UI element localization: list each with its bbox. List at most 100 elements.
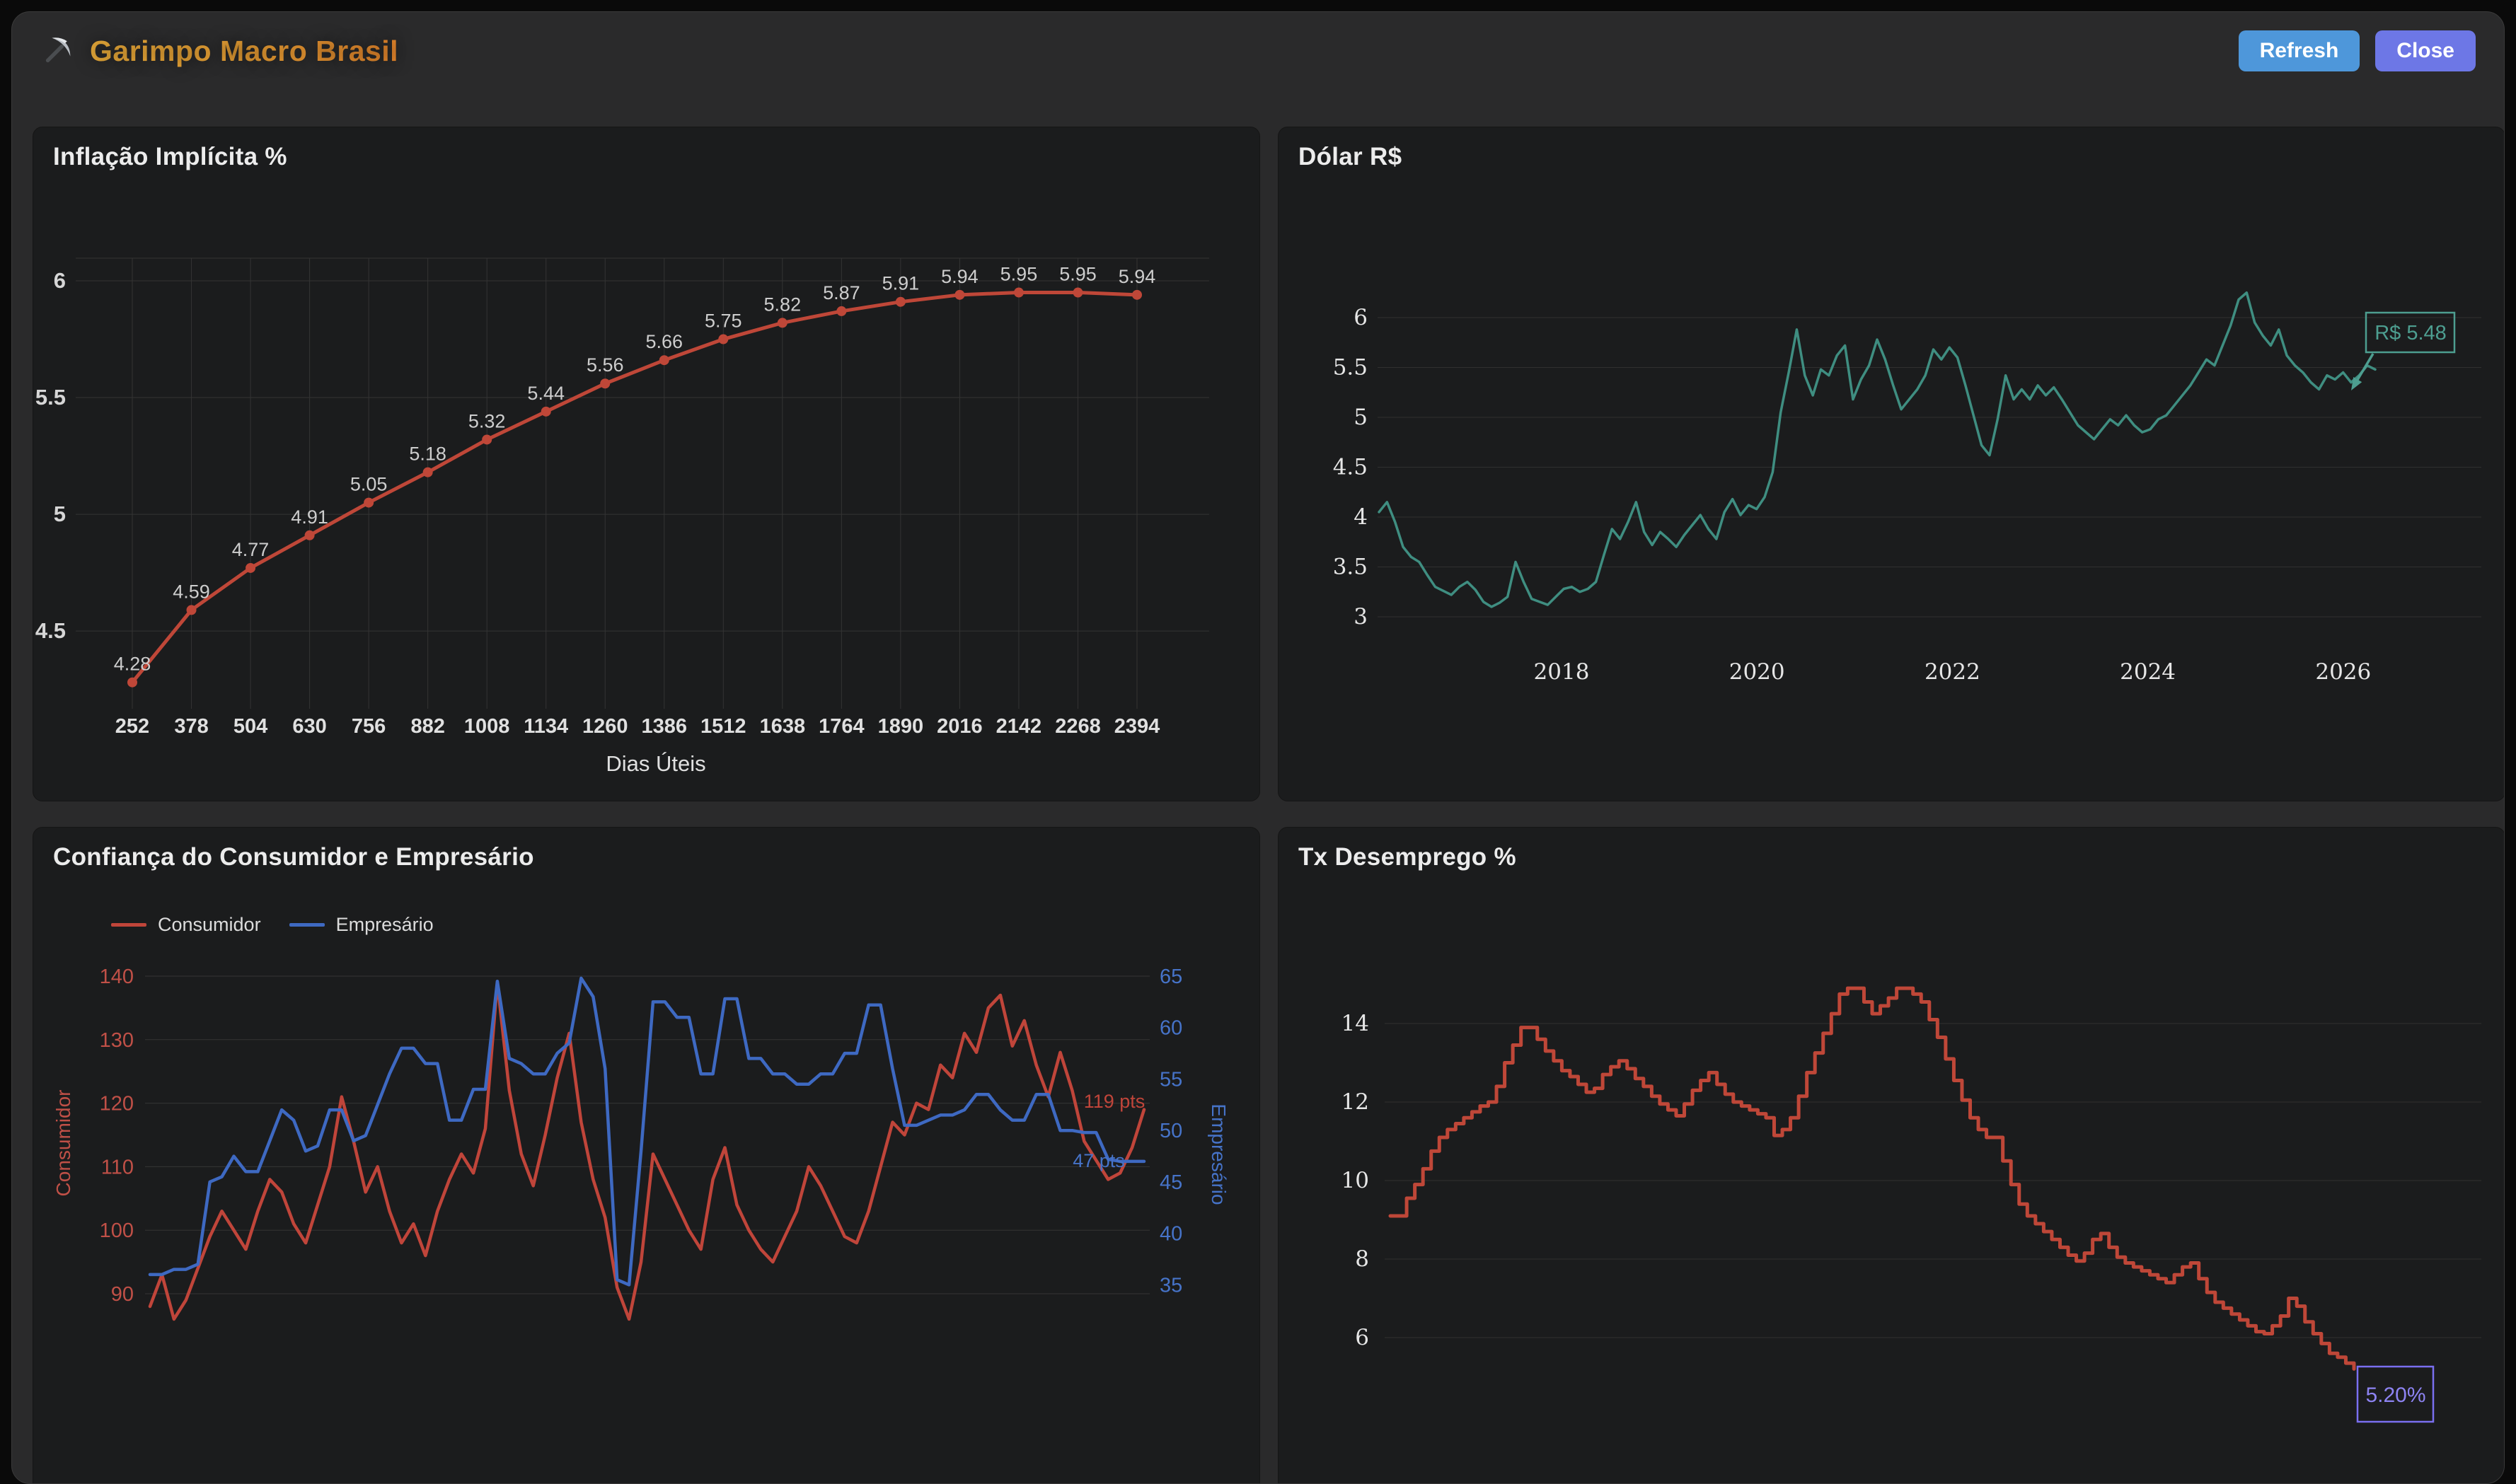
svg-text:Consumidor: Consumidor [52,1090,74,1197]
svg-text:5: 5 [54,502,66,526]
svg-text:504: 504 [233,715,267,738]
svg-text:120: 120 [100,1093,134,1115]
card-dolar: Dólar R$ 6 5.5 5 4.5 4 3.5 3 2018 2020 2022 2024 20… [1278,127,2505,801]
svg-text:47 pts: 47 pts [1073,1150,1125,1171]
svg-text:2026: 2026 [2315,659,2371,685]
svg-text:65: 65 [1160,966,1182,988]
svg-text:55: 55 [1160,1068,1182,1091]
dashboard-page: { "header": { "title": "Garimpo Macro Br… [11,11,2505,1484]
svg-text:8: 8 [1355,1246,1369,1272]
svg-text:4.5: 4.5 [35,618,66,643]
svg-text:5.87: 5.87 [823,282,860,303]
svg-text:2020: 2020 [1729,659,1785,685]
legend-item-empresario[interactable]: Empresário [289,914,434,936]
svg-text:378: 378 [174,715,208,738]
svg-text:Dias Úteis: Dias Úteis [606,751,705,776]
svg-text:2268: 2268 [1055,715,1101,738]
svg-text:1890: 1890 [878,715,924,738]
svg-text:4.77: 4.77 [232,539,270,560]
svg-text:119 pts: 119 pts [1084,1091,1146,1112]
svg-text:130: 130 [100,1029,134,1052]
svg-text:6: 6 [1354,305,1368,330]
chart-title-inflacao: Inflação Implícita % [53,143,287,170]
svg-text:Empresário: Empresário [1208,1103,1230,1205]
svg-text:1638: 1638 [760,715,806,738]
svg-text:45: 45 [1160,1171,1182,1194]
svg-text:R$ 5.48: R$ 5.48 [2374,322,2447,344]
svg-text:2394: 2394 [1114,715,1160,738]
legend-swatch-consumidor [111,923,146,927]
svg-text:14: 14 [1341,1011,1369,1036]
header: Garimpo Macro Brasil Refresh Close [12,12,2504,90]
svg-text:4.28: 4.28 [114,654,151,675]
dolar-chart-canvas[interactable]: 6 5.5 5 4.5 4 3.5 3 2018 2020 2022 2024 2026 R$ 5.48 [1279,127,2505,799]
svg-text:5.18: 5.18 [409,444,446,465]
svg-text:756: 756 [352,715,386,738]
svg-text:90: 90 [111,1283,134,1306]
svg-text:2016: 2016 [937,715,983,738]
refresh-button[interactable]: Refresh [2238,30,2360,71]
svg-text:5.56: 5.56 [587,354,624,376]
card-confianca: Confiança do Consumidor e Empresário Con… [33,827,1260,1484]
chart-legend: Consumidor Empresário [111,914,434,936]
svg-text:1260: 1260 [582,715,628,738]
svg-text:5.20%: 5.20% [2365,1384,2425,1407]
svg-text:5.32: 5.32 [468,410,506,431]
svg-text:10: 10 [1341,1168,1369,1193]
svg-text:5.82: 5.82 [764,294,802,315]
svg-text:60: 60 [1160,1017,1182,1040]
svg-text:3: 3 [1354,604,1368,630]
close-button[interactable]: Close [2375,30,2476,71]
card-inflacao-implicita: Inflação Implícita % 6 5.5 5 4.5 252 378 504 63… [33,127,1260,801]
svg-text:5.05: 5.05 [350,474,388,495]
svg-text:2024: 2024 [2120,659,2176,685]
svg-text:4.59: 4.59 [173,581,210,602]
svg-text:3.5: 3.5 [1333,554,1368,579]
svg-text:2022: 2022 [1924,659,1980,685]
svg-text:5.94: 5.94 [941,266,979,287]
svg-text:5.95: 5.95 [1000,264,1038,285]
svg-text:1134: 1134 [524,715,568,738]
svg-text:2142: 2142 [996,715,1042,738]
svg-text:50: 50 [1160,1120,1182,1142]
svg-text:5.44: 5.44 [527,383,565,404]
svg-text:1764: 1764 [819,715,865,738]
svg-text:110: 110 [101,1156,134,1178]
svg-text:252: 252 [115,715,149,738]
app-window: Garimpo Macro Brasil Refresh Close Infla… [11,11,2505,1484]
svg-text:4: 4 [1354,504,1368,530]
svg-text:1386: 1386 [642,715,688,738]
svg-text:6: 6 [1355,1325,1369,1350]
svg-text:5.5: 5.5 [1333,354,1368,380]
legend-label-empresario: Empresário [335,914,434,935]
svg-text:630: 630 [292,715,326,738]
legend-swatch-empresario [289,923,325,927]
svg-text:5.66: 5.66 [645,331,683,352]
svg-text:12: 12 [1341,1089,1369,1115]
svg-text:1008: 1008 [464,715,510,738]
inflacao-chart-canvas[interactable]: 6 5.5 5 4.5 252 378 504 630 756 882 1008 1134 1260 13… [33,127,1259,799]
legend-label-consumidor: Consumidor [158,914,261,935]
svg-text:35: 35 [1160,1274,1182,1297]
svg-text:2018: 2018 [1534,659,1590,685]
svg-text:5.95: 5.95 [1059,264,1097,285]
chart-title-desemprego: Tx Desemprego % [1298,843,1516,871]
page-title: Garimpo Macro Brasil [90,34,399,67]
desemprego-chart-canvas[interactable]: 14 12 10 8 6 5.20% [1279,828,2505,1484]
svg-text:1512: 1512 [700,715,746,738]
svg-text:6: 6 [54,268,66,293]
legend-item-consumidor[interactable]: Consumidor [111,914,261,936]
svg-text:4.5: 4.5 [1333,454,1368,480]
svg-text:140: 140 [100,966,134,988]
card-desemprego: Tx Desemprego % 14 12 10 8 6 5.20% [1278,827,2505,1484]
svg-text:5.5: 5.5 [35,385,66,410]
svg-text:5.91: 5.91 [882,273,920,294]
svg-text:5: 5 [1354,405,1368,430]
svg-text:100: 100 [100,1219,134,1242]
chart-title-confianca: Confiança do Consumidor e Empresário [53,843,534,871]
pickaxe-icon [45,37,71,63]
svg-text:40: 40 [1160,1223,1182,1246]
confianca-chart-canvas[interactable]: 140 130 120 110 100 90 65 60 55 50 45 40 35 Consumido… [33,828,1259,1484]
chart-title-dolar: Dólar R$ [1298,143,1402,170]
svg-text:4.91: 4.91 [291,506,328,528]
